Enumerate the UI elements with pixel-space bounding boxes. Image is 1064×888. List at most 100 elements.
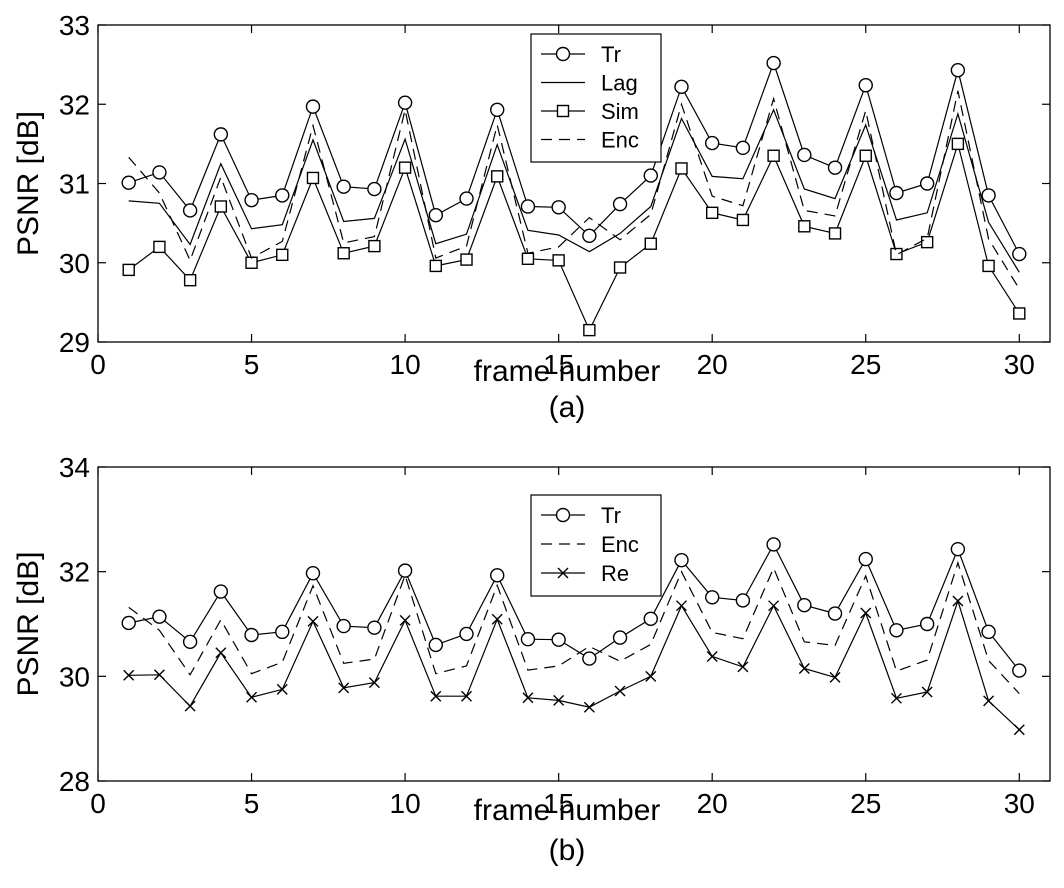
data-point-sim xyxy=(460,253,473,266)
legend-marker-tr xyxy=(555,507,571,523)
data-point-re xyxy=(768,600,780,612)
legend-box xyxy=(530,494,662,597)
data-point-tr xyxy=(397,563,413,578)
data-point-tr xyxy=(766,55,781,71)
data-point-tr xyxy=(520,199,536,214)
series-re xyxy=(123,595,1025,736)
data-point-re xyxy=(491,613,503,625)
data-point-tr xyxy=(121,175,136,190)
data-point-tr xyxy=(520,631,536,647)
x-tick-label: 20 xyxy=(697,788,728,819)
data-point-sim xyxy=(214,200,228,213)
data-point-tr xyxy=(827,606,843,621)
chart-panel-b: 0 5 10 15 20 25 30 28 30 32 34 frame number PSNR [dB… xyxy=(12,452,1051,867)
data-point-sim xyxy=(398,161,412,174)
data-point-sim xyxy=(767,149,780,162)
x-tick-label: 0 xyxy=(90,788,106,819)
data-point-sim xyxy=(736,213,750,227)
data-point-sim xyxy=(675,162,688,175)
data-point-tr xyxy=(336,179,351,194)
data-point-sim xyxy=(1013,307,1026,320)
data-point-tr xyxy=(152,165,167,180)
series-tr xyxy=(121,55,1027,262)
data-point-sim xyxy=(859,149,872,162)
y-tick-label: 29 xyxy=(59,327,90,358)
data-point-re xyxy=(983,695,995,707)
data-point-tr xyxy=(889,185,904,201)
data-point-re xyxy=(860,607,872,619)
data-point-tr xyxy=(643,168,658,183)
x-tick-label: 0 xyxy=(90,349,106,380)
data-point-re xyxy=(921,686,933,698)
data-point-tr xyxy=(244,192,259,208)
data-point-tr xyxy=(981,188,996,203)
series-line-enc xyxy=(128,90,1020,290)
data-point-tr xyxy=(459,626,474,642)
x-tick-label: 5 xyxy=(244,788,260,819)
y-tick-label: 33 xyxy=(59,10,90,41)
data-point-tr xyxy=(275,624,290,640)
data-point-re xyxy=(184,700,196,712)
data-point-re xyxy=(583,701,595,713)
data-point-sim xyxy=(644,237,657,250)
y-tick-label: 32 xyxy=(59,557,90,588)
data-point-re xyxy=(952,595,964,607)
x-tick-label: 10 xyxy=(390,788,421,819)
data-point-tr xyxy=(121,615,136,631)
chart-panel-a: 0 5 10 15 20 25 30 29 30 31 32 33 frame number PSNR [… xyxy=(12,10,1051,424)
data-point-re xyxy=(614,685,626,697)
data-point-re xyxy=(399,614,411,626)
legend-marker-tr xyxy=(555,46,571,62)
data-point-re xyxy=(675,600,687,612)
legend-marker-sim xyxy=(556,104,570,118)
data-point-tr xyxy=(919,176,935,191)
legend-box xyxy=(530,33,662,163)
data-point-tr xyxy=(889,623,904,638)
legend: Tr Lag Sim Enc xyxy=(530,33,662,163)
data-point-tr xyxy=(428,207,444,223)
data-point-tr xyxy=(551,200,566,215)
x-tick-label: 5 xyxy=(244,349,260,380)
data-point-sim xyxy=(153,240,166,254)
data-point-sim xyxy=(890,247,903,261)
data-point-re xyxy=(706,650,718,662)
legend-label-re: Re xyxy=(601,561,629,586)
legend-label-tr: Tr xyxy=(601,42,621,67)
data-point-tr xyxy=(367,181,382,197)
data-point-tr xyxy=(612,630,628,645)
y-tick-label: 30 xyxy=(59,248,90,279)
plot-frame xyxy=(97,466,1051,782)
y-tick-label: 28 xyxy=(59,766,90,797)
y-tick-label: 31 xyxy=(59,169,90,200)
data-point-tr xyxy=(490,568,505,583)
legend: Tr Enc Re xyxy=(530,494,662,597)
data-point-tr xyxy=(182,634,198,649)
data-point-sim xyxy=(552,254,565,267)
data-point-sim xyxy=(183,273,197,287)
data-point-sim xyxy=(828,227,842,240)
data-point-tr xyxy=(674,79,689,95)
x-tick-label: 20 xyxy=(697,349,728,380)
y-axis-label: PSNR [dB] xyxy=(12,551,45,696)
series-line-lag xyxy=(128,108,1020,273)
x-axis-label: frame number xyxy=(474,355,661,388)
data-point-sim xyxy=(491,170,504,183)
legend-label-sim: Sim xyxy=(601,99,639,124)
data-point-tr xyxy=(244,627,259,643)
legend-label-tr: Tr xyxy=(601,503,621,528)
y-axis-label: PSNR [dB] xyxy=(12,111,45,256)
data-point-sim xyxy=(429,259,443,273)
data-point-sim xyxy=(982,259,995,273)
x-tick-label: 30 xyxy=(1004,788,1035,819)
data-point-re xyxy=(890,692,902,704)
data-point-tr xyxy=(858,551,873,567)
data-point-tr xyxy=(1012,246,1027,262)
series-enc xyxy=(128,560,1020,695)
data-point-tr xyxy=(643,611,658,626)
data-point-sim xyxy=(122,263,135,277)
series-sim xyxy=(122,137,1026,337)
series-tr xyxy=(121,537,1027,678)
data-point-tr xyxy=(213,584,229,599)
data-point-tr xyxy=(1012,663,1027,678)
data-point-tr xyxy=(551,632,566,647)
